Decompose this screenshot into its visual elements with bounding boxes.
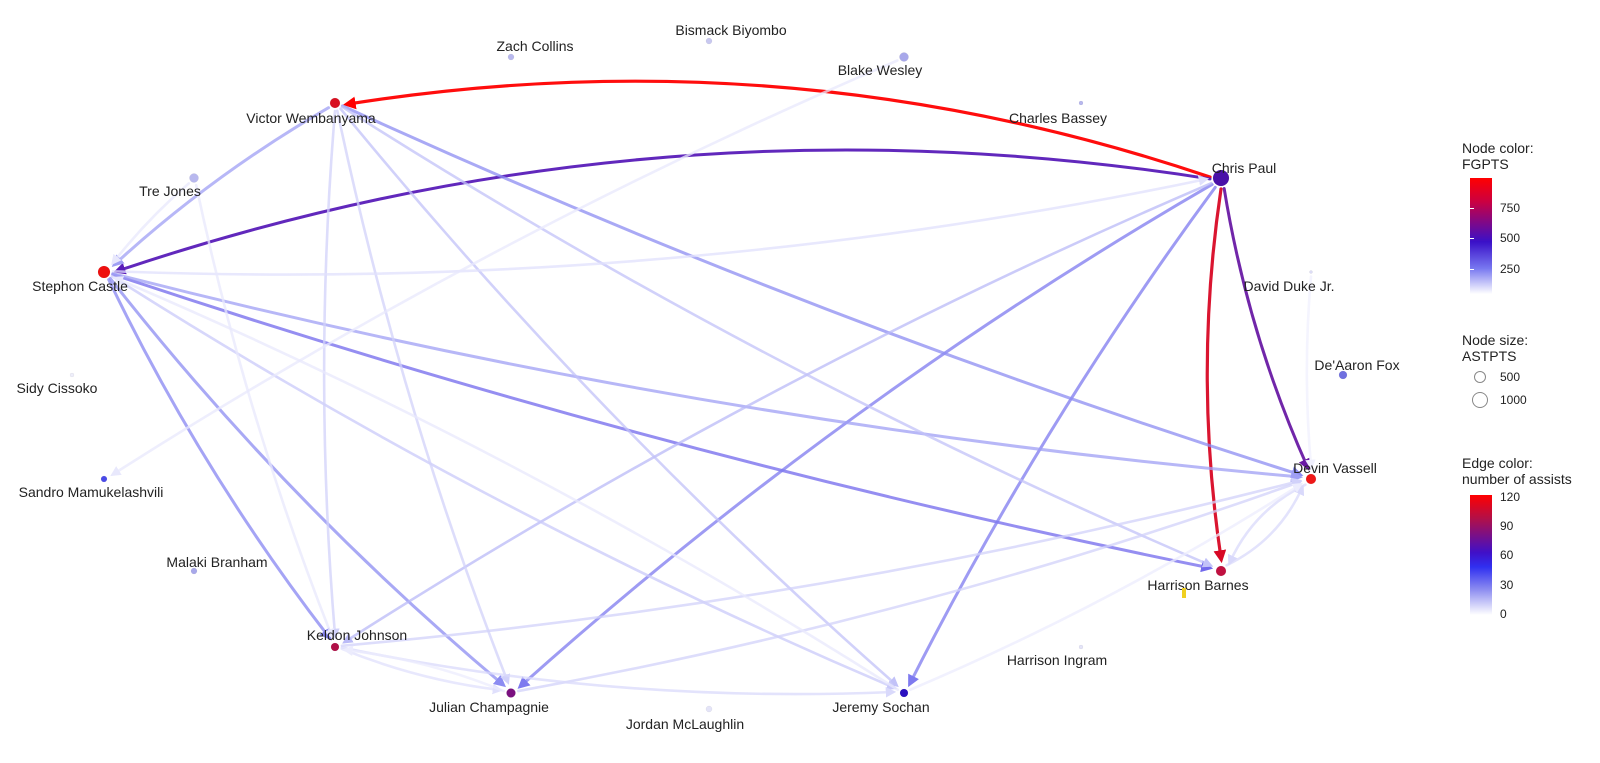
edge-chris-to-harrison_b: [1205, 187, 1227, 564]
node-color-legend-subtitle: FGPTS: [1462, 156, 1509, 172]
edge-color-legend-title: Edge color:: [1462, 455, 1533, 471]
node-jeremy: [899, 688, 909, 698]
edge-victor-to-jeremy: [339, 107, 899, 688]
node-label-blake: Blake Wesley: [838, 62, 923, 78]
node-label-david: David Duke Jr.: [1243, 278, 1334, 294]
node-label-chris: Chris Paul: [1212, 160, 1277, 176]
network-graph: Victor Wembanyama Chris Paul Stephon Castl…: [17, 22, 1400, 732]
node-stephon: [97, 265, 111, 279]
edge-color-tick-0: 0: [1500, 607, 1507, 621]
edge-jeremy-to-stephon: [112, 276, 900, 692]
edge-keldon-to-devin: [340, 477, 1303, 648]
node-malaki: [190, 567, 198, 575]
edge-victor-to-julian: [335, 109, 511, 685]
node-label-charles: Charles Bassey: [1009, 110, 1107, 126]
edge-julian-to-keldon: [342, 645, 506, 693]
node-size-legend-title: Node size:: [1462, 332, 1529, 348]
node-size-item-1000: 1000: [1472, 392, 1527, 408]
node-chris: [1212, 169, 1230, 187]
node-keldon: [330, 642, 340, 652]
edge-david-to-devin: [1305, 275, 1316, 471]
node-bismack: [705, 37, 713, 45]
node-color-tick-750: 750: [1500, 201, 1521, 215]
node-color-legend-title: Node color:: [1462, 140, 1534, 156]
edge-julian-to-devin: [516, 479, 1303, 693]
edge-harrison_b-to-devin: [1225, 484, 1305, 567]
node-sidy: [69, 372, 75, 378]
node-devin: [1305, 473, 1317, 485]
edge-chris-to-keldon: [342, 181, 1213, 644]
node-harrison_b: [1215, 565, 1227, 577]
edge-stephon-to-julian: [108, 276, 506, 688]
edge-color-tick-120: 120: [1500, 490, 1521, 504]
size-circle-small: [1474, 371, 1486, 383]
edge-stephon-to-harrison_b: [111, 272, 1214, 573]
node-label-harrison_i: Harrison Ingram: [1007, 652, 1107, 668]
edge-blake-to-sandro: [110, 59, 899, 477]
edge-chris-to-victor: [342, 79, 1212, 179]
node-jordan: [705, 705, 713, 713]
highlight-mark: [1182, 588, 1186, 598]
node-harrison_i: [1078, 644, 1084, 650]
node-label-zach: Zach Collins: [496, 38, 573, 54]
node-label-sandro: Sandro Mamukelashvili: [19, 484, 164, 500]
node-label-jeremy: Jeremy Sochan: [832, 699, 929, 715]
edge-chris-to-julian: [517, 182, 1214, 689]
node-color-legend: Node color: FGPTS 750 500 250: [1462, 140, 1534, 294]
node-tre: [189, 173, 199, 183]
node-blake: [899, 52, 909, 62]
node-julian: [506, 688, 516, 698]
node-label-malaki: Malaki Branham: [166, 554, 267, 570]
edge-color-tick-30: 30: [1500, 578, 1514, 592]
edge-keldon-to-julian: [340, 647, 504, 695]
size-circle-large: [1472, 392, 1488, 408]
edge-color-legend-subtitle: number of assists: [1462, 471, 1572, 487]
node-zach: [507, 53, 515, 61]
node-label-sidy: Sidy Cissoko: [17, 380, 98, 396]
edge-color-tick-90: 90: [1500, 519, 1514, 533]
node-label-jordan: Jordan McLaughlin: [626, 716, 744, 732]
edges-layer: [107, 59, 1316, 698]
node-charles: [1078, 100, 1084, 106]
node-david: [1309, 270, 1313, 274]
node-label-keldon: Keldon Johnson: [307, 627, 407, 643]
node-label-stephon: Stephon Castle: [32, 278, 128, 294]
edge-chris-to-stephon: [113, 148, 1212, 275]
node-label-julian: Julian Champagnie: [429, 699, 549, 715]
edge-jeremy-to-devin: [908, 482, 1303, 692]
edge-tre-to-stephon: [111, 182, 191, 266]
edge-stephon-to-keldon: [107, 278, 332, 641]
edge-tre-to-keldon: [194, 183, 335, 640]
edge-chris-to-jeremy: [908, 185, 1217, 688]
node-size-legend-subtitle: ASTPTS: [1462, 348, 1517, 364]
node-label-harrison_b: Harrison Barnes: [1147, 577, 1248, 593]
edge-color-bar: [1470, 495, 1492, 615]
node-label-victor: Victor Wembanyama: [246, 110, 376, 126]
labels-layer: Victor Wembanyama Chris Paul Stephon Castl…: [17, 22, 1400, 732]
node-color-tick-500: 500: [1500, 231, 1521, 245]
node-sandro: [100, 475, 108, 483]
node-label-deaaron: De'Aaron Fox: [1314, 357, 1399, 373]
edge-chris-to-devin: [1222, 187, 1310, 471]
edge-victor-to-harrison_b: [340, 105, 1214, 568]
edge-stephon-to-devin: [111, 272, 1303, 483]
node-size-item-500: 500: [1474, 370, 1520, 384]
nodes-layer: [69, 37, 1348, 713]
edge-color-tick-60: 60: [1500, 548, 1514, 562]
edge-stephon-to-jeremy: [110, 274, 898, 690]
node-color-bar: [1470, 178, 1492, 294]
node-label-tre: Tre Jones: [139, 183, 201, 199]
node-deaaron: [1338, 370, 1348, 380]
edge-color-legend: Edge color: number of assists 120 90 60 …: [1462, 455, 1572, 620]
edge-victor-to-devin: [340, 104, 1304, 478]
edge-victor-to-stephon: [111, 106, 331, 267]
node-color-tick-250: 250: [1500, 262, 1521, 276]
node-label-devin: Devin Vassell: [1293, 460, 1377, 476]
node-label-bismack: Bismack Biyombo: [675, 22, 786, 38]
node-size-legend: Node size: ASTPTS 500 1000: [1462, 332, 1529, 408]
node-victor: [329, 97, 341, 109]
edge-stephon-to-chris: [111, 175, 1210, 276]
